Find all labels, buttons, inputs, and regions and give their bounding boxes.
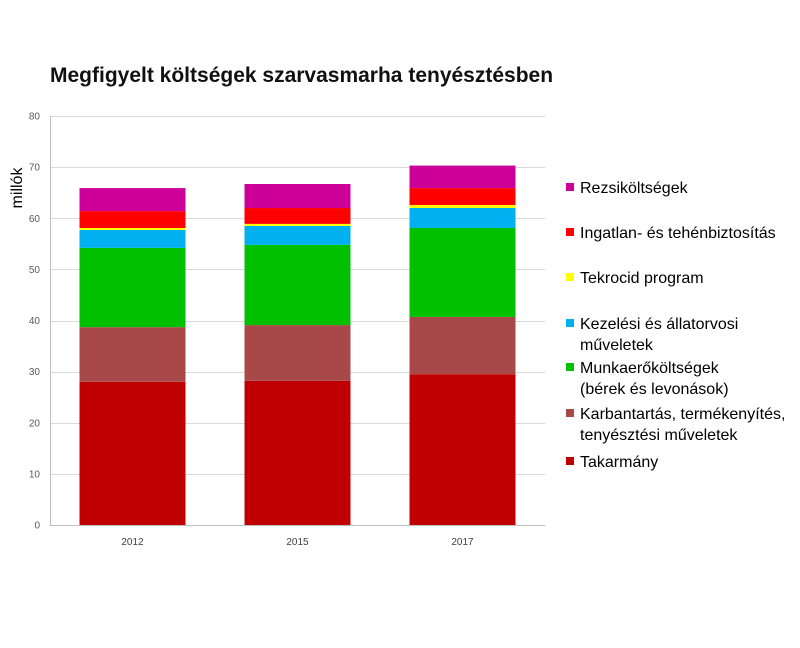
legend-item-karbantartas: Karbantartás, termékenyítés, tenyésztési… (566, 406, 790, 444)
bar-rezsikoltsegek-2012 (79, 188, 186, 212)
legend-label-kezelesi: Kezelési és állatorvosi műveletek (580, 316, 743, 354)
legend-swatch-munkaerokoltsegek (566, 363, 574, 371)
legend-item-ingatlan: Ingatlan- és tehénbiztosítás (566, 225, 776, 242)
bar-rezsikoltsegek-2017 (409, 165, 516, 189)
bar-kezelesi-2015 (244, 225, 351, 245)
y-tick-label-70: 70 (29, 163, 41, 174)
bar-takarmany-2012 (79, 381, 186, 525)
bars (79, 165, 516, 525)
legend-swatch-karbantartas (566, 409, 574, 417)
bar-ingatlan-2015 (244, 208, 351, 224)
legend-label-line: (bérek és levonások) (580, 381, 729, 398)
y-tick-labels: 0 10 20 30 40 50 60 70 80 (29, 112, 41, 532)
bar-rezsikoltsegek-2015 (244, 183, 351, 209)
x-tick-label-2012: 2012 (121, 537, 144, 548)
bar-takarmany-2017 (409, 374, 516, 525)
bar-takarmany-2015 (244, 380, 351, 525)
legend-label-munkaerokoltsegek: Munkaerőköltségek (bérek és levonások) (580, 360, 729, 398)
bar-ingatlan-2017 (409, 188, 516, 205)
bar-tekrocid-2012 (79, 227, 186, 231)
y-tick-label-80: 80 (29, 112, 41, 123)
bar-tekrocid-2015 (244, 223, 351, 226)
y-tick-label-30: 30 (29, 367, 41, 378)
legend-swatch-ingatlan (566, 228, 574, 236)
legend-label-line: Kezelési és állatorvosi (580, 316, 743, 333)
y-tick-label-20: 20 (29, 418, 41, 429)
legend-swatch-takarmany (566, 457, 574, 465)
legend-label-ingatlan: Ingatlan- és tehénbiztosítás (580, 225, 776, 242)
legend-item-rezsikoltsegek: Rezsiköltségek (566, 180, 689, 197)
legend-label-takarmany: Takarmány (580, 454, 658, 471)
y-tick-label-10: 10 (29, 469, 41, 480)
bar-karbantartas-2012 (79, 327, 186, 382)
legend-swatch-tekrocid (566, 273, 574, 281)
bar-karbantartas-2017 (409, 316, 516, 375)
bar-munkaerokoltsegek-2015 (244, 244, 351, 326)
y-tick-label-40: 40 (29, 316, 41, 327)
legend-label-rezsikoltsegek: Rezsiköltségek (580, 180, 689, 197)
y-tick-label-50: 50 (29, 265, 41, 276)
bar-ingatlan-2012 (79, 211, 186, 228)
legend-label-line: Munkaerőköltségek (580, 360, 723, 377)
bar-munkaerokoltsegek-2012 (79, 247, 186, 328)
legend-label-line: Karbantartás, termékenyítés, (580, 406, 790, 423)
y-tick-label-60: 60 (29, 214, 41, 225)
legend-label-line: műveletek (580, 337, 654, 354)
legend-label-karbantartas: Karbantartás, termékenyítés, tenyésztési… (580, 406, 790, 444)
bar-karbantartas-2015 (244, 325, 351, 381)
legend-item-munkaerokoltsegek: Munkaerőköltségek (bérek és levonások) (566, 360, 729, 398)
bar-kezelesi-2012 (79, 230, 186, 248)
chart-title: Megfigyelt költségek szarvasmarha tenyés… (50, 64, 553, 87)
legend: Rezsiköltségek Ingatlan- és tehénbiztosít… (566, 180, 790, 471)
legend-item-tekrocid: Tekrocid program (566, 270, 704, 287)
legend-swatch-rezsikoltsegek (566, 183, 574, 191)
legend-item-kezelesi: Kezelési és állatorvosi műveletek (566, 316, 743, 354)
bar-tekrocid-2017 (409, 204, 516, 209)
legend-swatch-kezelesi (566, 319, 574, 327)
bar-kezelesi-2017 (409, 208, 516, 228)
x-tick-label-2017: 2017 (451, 537, 474, 548)
legend-item-takarmany: Takarmány (566, 454, 658, 471)
legend-label-line: tenyésztési műveletek (580, 427, 738, 444)
x-tick-label-2015: 2015 (286, 537, 309, 548)
y-axis-label: millók (9, 167, 26, 209)
y-tick-label-0: 0 (34, 521, 40, 532)
bar-munkaerokoltsegek-2017 (409, 227, 516, 317)
legend-label-tekrocid: Tekrocid program (580, 270, 704, 287)
x-tick-labels: 2012 2015 2017 (121, 537, 474, 548)
